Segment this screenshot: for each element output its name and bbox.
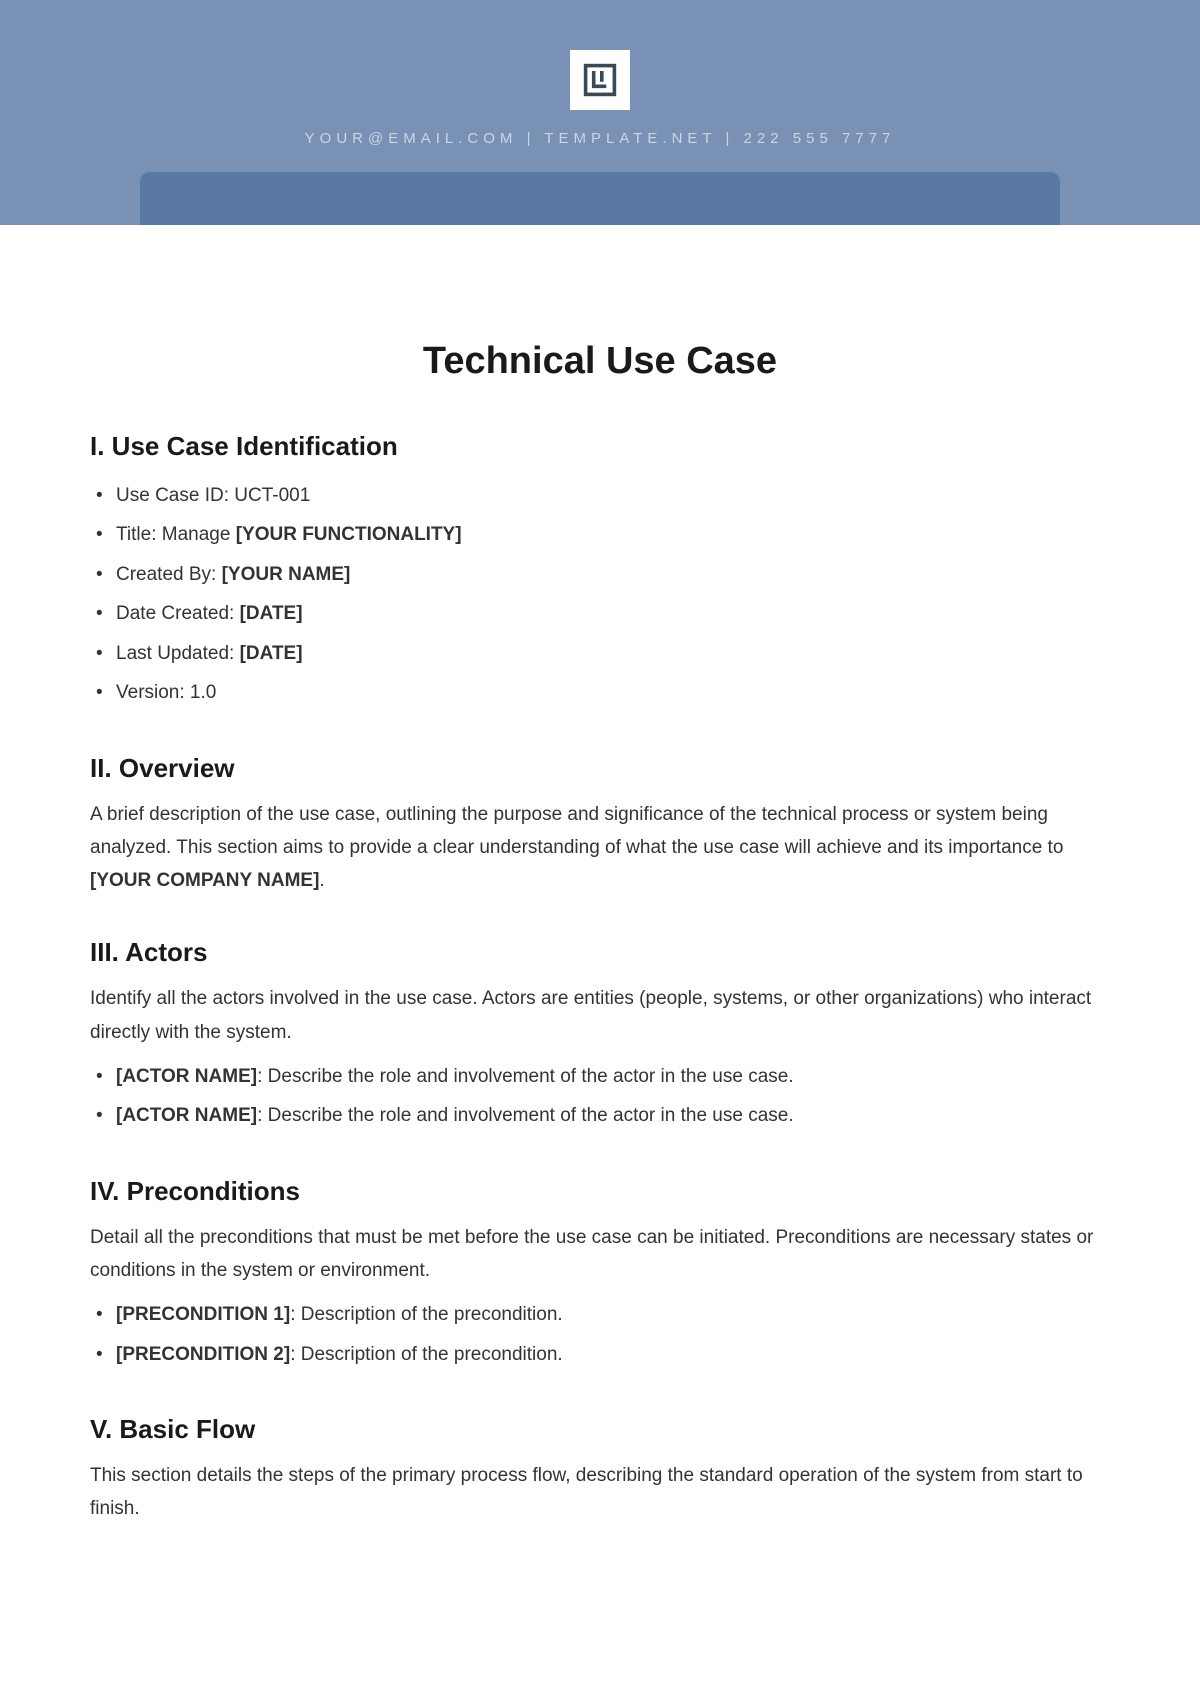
section-heading-identification: I. Use Case Identification	[90, 431, 1110, 462]
preconditions-list: [PRECONDITION 1]: Description of the pre…	[90, 1295, 1110, 1374]
logo-box	[570, 50, 630, 110]
overview-pre: A brief description of the use case, out…	[90, 804, 1063, 858]
actors-list: [ACTOR NAME]: Describe the role and invo…	[90, 1057, 1110, 1136]
overview-text: A brief description of the use case, out…	[90, 798, 1110, 898]
list-item: Title: Manage [YOUR FUNCTIONALITY]	[96, 515, 1110, 554]
section-heading-overview: II. Overview	[90, 753, 1110, 784]
overview-post: .	[319, 870, 324, 891]
list-item: [PRECONDITION 1]: Description of the pre…	[96, 1295, 1110, 1334]
separator: |	[527, 130, 545, 147]
list-item: Last Updated: [DATE]	[96, 634, 1110, 673]
list-item: [ACTOR NAME]: Describe the role and invo…	[96, 1057, 1110, 1096]
list-item: [ACTOR NAME]: Describe the role and invo…	[96, 1096, 1110, 1135]
contact-site: TEMPLATE.NET	[544, 130, 716, 147]
list-item: Created By: [YOUR NAME]	[96, 555, 1110, 594]
sub-band	[140, 172, 1060, 225]
actors-intro: Identify all the actors involved in the …	[90, 982, 1110, 1049]
list-item: Date Created: [DATE]	[96, 594, 1110, 633]
identification-list: Use Case ID: UCT-001Title: Manage [YOUR …	[90, 476, 1110, 713]
section-heading-basicflow: V. Basic Flow	[90, 1414, 1110, 1445]
contact-phone: 222 555 7777	[744, 130, 896, 147]
document-content: Technical Use Case I. Use Case Identific…	[0, 225, 1200, 1574]
contact-line: YOUR@EMAIL.COM | TEMPLATE.NET | 222 555 …	[0, 130, 1200, 147]
list-item: [PRECONDITION 2]: Description of the pre…	[96, 1335, 1110, 1374]
document-title: Technical Use Case	[90, 340, 1110, 383]
list-item: Version: 1.0	[96, 673, 1110, 712]
section-heading-preconditions: IV. Preconditions	[90, 1176, 1110, 1207]
section-heading-actors: III. Actors	[90, 937, 1110, 968]
separator: |	[726, 130, 744, 147]
contact-email: YOUR@EMAIL.COM	[305, 130, 518, 147]
preconditions-intro: Detail all the preconditions that must b…	[90, 1221, 1110, 1288]
header-band: YOUR@EMAIL.COM | TEMPLATE.NET | 222 555 …	[0, 0, 1200, 225]
logo-icon	[582, 62, 618, 98]
list-item: Use Case ID: UCT-001	[96, 476, 1110, 515]
overview-bold: [YOUR COMPANY NAME]	[90, 870, 319, 891]
basicflow-intro: This section details the steps of the pr…	[90, 1459, 1110, 1526]
